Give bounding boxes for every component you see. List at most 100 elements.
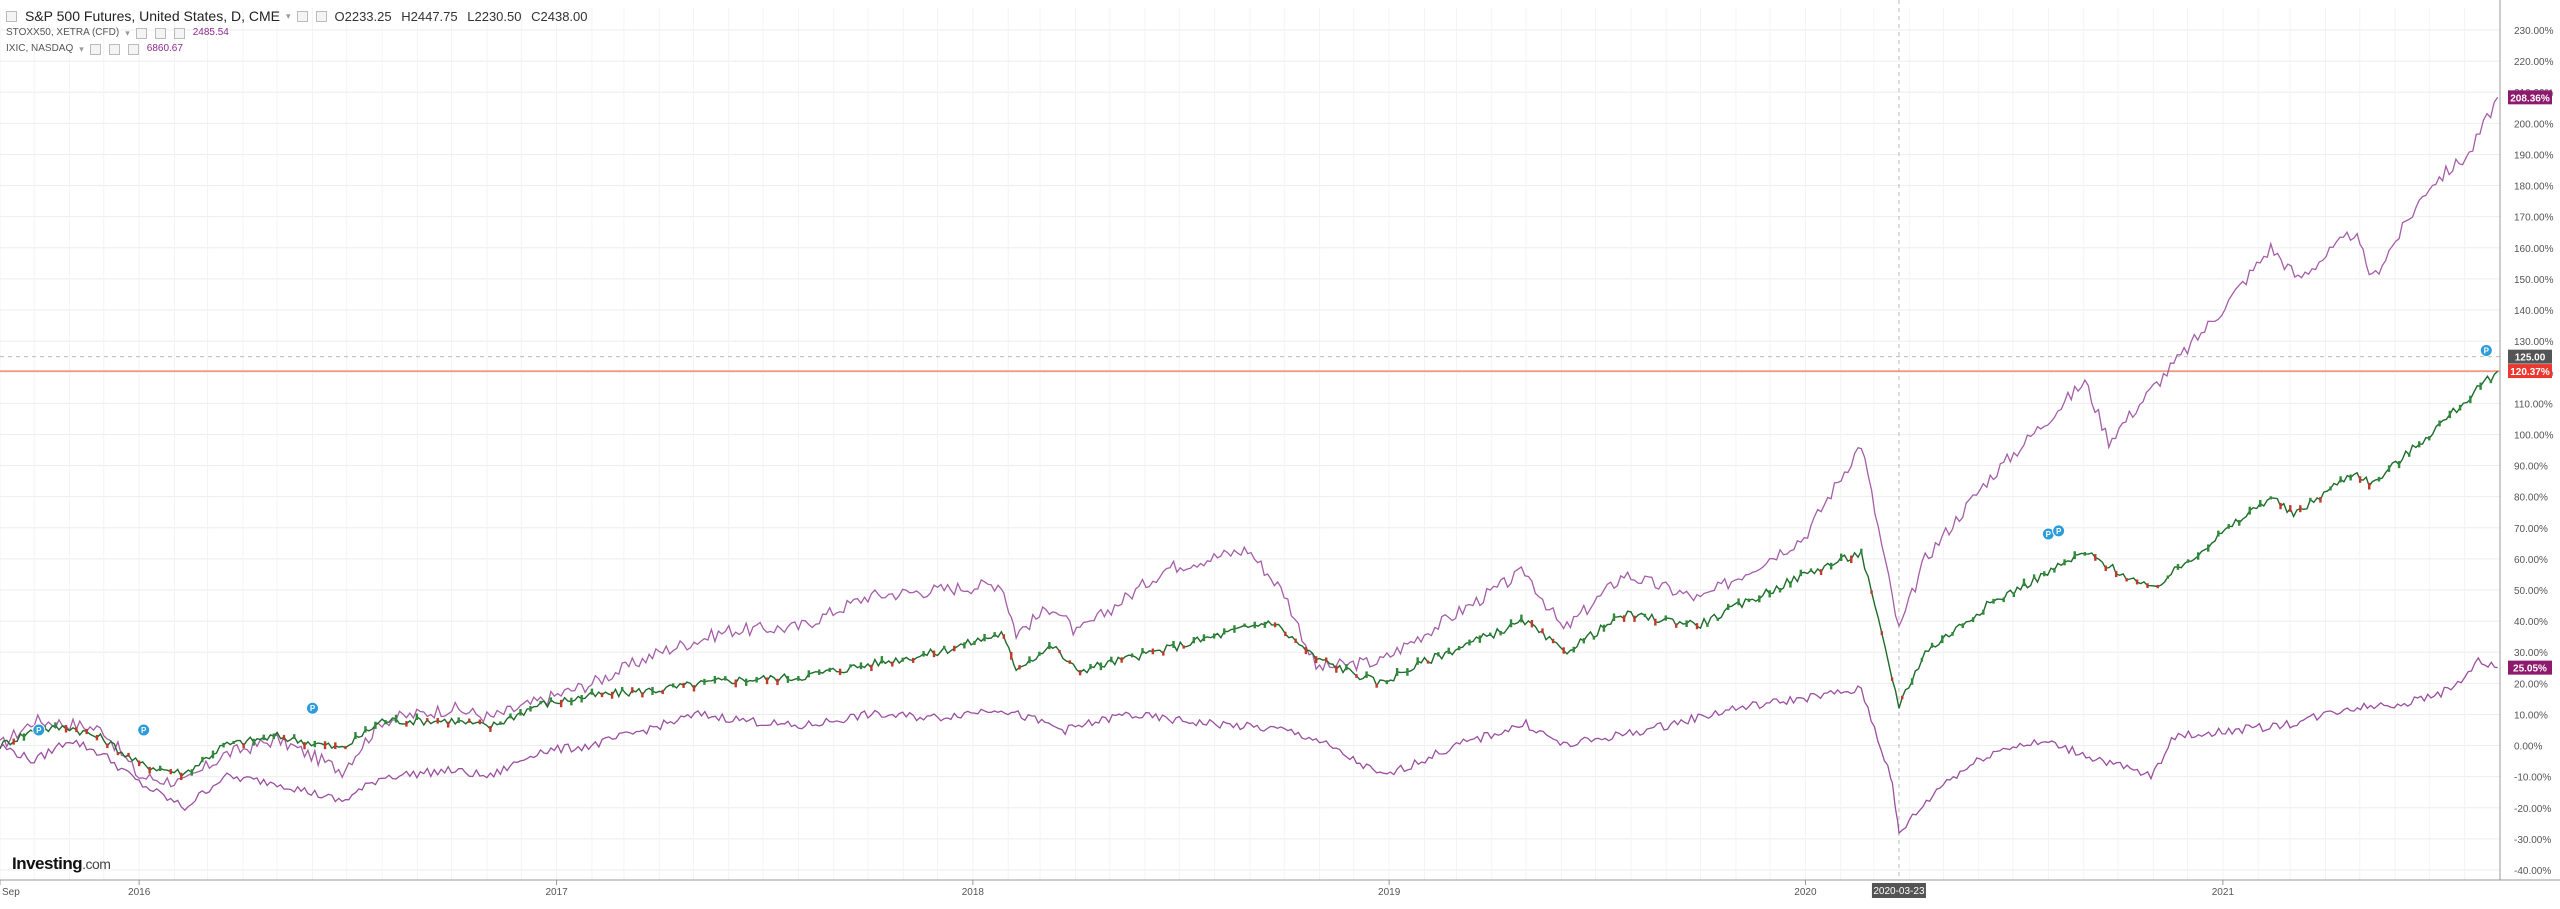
candle [1726,603,1730,610]
event-marker[interactable]: P [32,723,46,737]
candle [1520,614,1523,623]
y-tick-label: 100.00% [2514,430,2554,441]
candle [394,714,398,723]
event-marker[interactable]: P [2479,343,2493,357]
settings-icon[interactable] [89,43,101,55]
candle [1809,568,1813,572]
candle [2032,574,2036,579]
event-marker[interactable]: P [2052,524,2066,538]
candle [610,691,614,699]
y-tick-label: -10.00% [2514,773,2551,784]
y-tick-label: 10.00% [2514,710,2548,721]
candle [529,706,532,712]
candle [509,713,512,719]
candle [1263,621,1267,628]
candle [106,743,109,749]
y-tick-label: 110.00% [2514,399,2553,410]
y-tick-label: 170.00% [2514,213,2554,224]
candle [1674,623,1678,628]
candle [849,664,852,668]
candle [1416,657,1419,665]
candle [1365,671,1368,678]
y-tick-label: 200.00% [2514,119,2554,130]
candle [1202,634,1206,642]
y-tick-label: 190.00% [2514,150,2554,161]
candle [2438,420,2441,427]
candle [1880,631,1884,635]
chevron-down-icon[interactable]: ▾ [285,11,291,21]
collapse-legend-icon[interactable] [6,11,17,22]
candle [590,688,594,695]
candle [499,721,502,725]
candle [1089,664,1092,670]
candle [2407,452,2411,457]
candle [859,662,863,670]
settings-icon[interactable] [135,27,147,39]
y-tick-label: 0.00% [2514,742,2542,753]
candle [1612,613,1616,621]
candle [682,682,685,688]
close-icon[interactable] [127,43,139,55]
candle [2063,559,2066,566]
candle [2227,524,2230,529]
candle [262,734,265,741]
crosshair-date-label: 2020-03-23 [1873,886,1925,897]
hide-icon[interactable] [154,27,166,39]
candle [963,642,966,649]
candle [1375,683,1378,688]
candle [2397,461,2401,469]
candle [64,725,68,733]
candle [2489,380,2493,384]
value-badge-bg [2508,364,2552,379]
candle [2207,544,2210,552]
candle [1141,648,1144,654]
candle [734,679,737,688]
candle [2269,496,2272,500]
candle [2248,506,2251,515]
series-value-ixic: 6860.67 [146,43,183,54]
candle [1489,632,1492,637]
candle [344,746,347,750]
candle [2458,404,2462,411]
settings-icon[interactable] [296,11,308,22]
event-marker-dot [137,723,151,737]
hide-icon[interactable] [108,43,120,55]
hide-icon[interactable] [315,11,327,22]
crosshair-date-bg [1871,883,1926,898]
event-marker[interactable]: P [137,723,151,737]
series-name-stoxx[interactable]: STOXX50, XETRA (CFD) [6,27,120,38]
chevron-down-icon[interactable]: ▾ [79,44,84,54]
chevron-down-icon[interactable]: ▾ [125,28,130,38]
candle [580,695,583,703]
candle [2156,584,2159,589]
main-instrument-title[interactable]: S&P 500 Futures, United States, D, CME [25,8,280,24]
candle [1018,665,1021,670]
low-value: L2230.50 [467,9,522,24]
candle [1110,656,1113,663]
candle [1243,623,1246,627]
candle [2428,436,2431,441]
series-name-ixic[interactable]: IXIC, NASDAQ [6,43,74,54]
candle [1304,646,1308,655]
event-marker-dot [306,701,319,715]
event-marker[interactable]: P [306,701,319,715]
candle [478,719,482,725]
candle [1038,651,1041,656]
candle [651,686,654,695]
candle [755,676,758,683]
candle [1992,598,1995,604]
x-tick-label: 2017 [545,887,568,898]
candle [1325,657,1328,662]
candle [1654,618,1657,626]
candle [2073,551,2076,560]
high-value: H2447.75 [401,9,458,24]
candle [2368,482,2371,490]
y-tick-label: 180.00% [2514,182,2554,193]
candle [818,669,821,675]
candle [180,772,183,781]
close-icon[interactable] [173,27,185,39]
candle [1447,647,1450,654]
event-marker-dot [2479,343,2493,357]
